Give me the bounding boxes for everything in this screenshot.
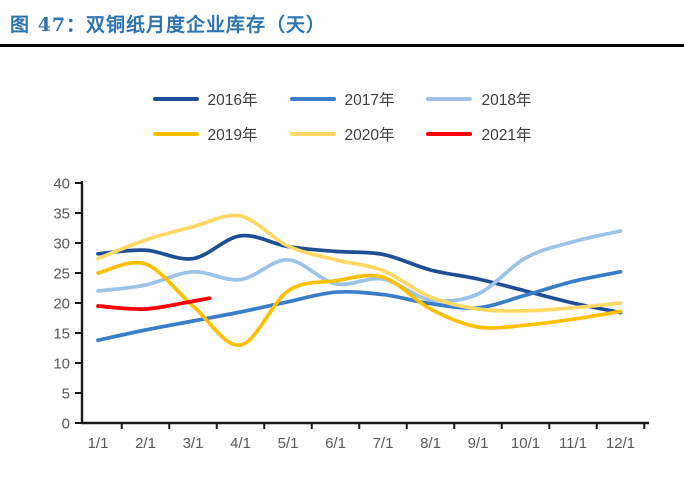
x-tick-label: 6/1 bbox=[325, 435, 346, 452]
legend-line-swatch bbox=[426, 131, 473, 137]
series-line-2020年 bbox=[96, 213, 623, 313]
x-tick-label: 2/1 bbox=[135, 435, 156, 452]
x-tick-label: 5/1 bbox=[278, 435, 299, 452]
title-underline bbox=[0, 44, 684, 47]
x-tick-label: 9/1 bbox=[468, 435, 489, 452]
x-tick-label: 8/1 bbox=[420, 435, 441, 452]
y-tick-label: 30 bbox=[53, 236, 70, 253]
x-tick-label: 4/1 bbox=[230, 435, 251, 452]
series-line-2017年 bbox=[96, 269, 623, 343]
y-tick-label: 40 bbox=[53, 176, 70, 193]
y-tick-label: 35 bbox=[53, 206, 70, 223]
legend-item-2018年: 2018年 bbox=[426, 88, 531, 110]
series-line-2019年 bbox=[96, 260, 623, 347]
legend-line-swatch bbox=[152, 131, 199, 137]
legend-label: 2021年 bbox=[481, 127, 532, 144]
x-tick-label: 10/1 bbox=[511, 435, 540, 452]
legend-item-2019年: 2019年 bbox=[152, 123, 258, 145]
y-tick-label: 10 bbox=[53, 356, 70, 373]
series-line-2018年 bbox=[96, 229, 623, 303]
chart-legend: 2016年 2017年 2018年 2019年 2020年 2021年 bbox=[0, 88, 684, 145]
x-tick-label: 12/1 bbox=[606, 435, 635, 452]
y-tick-label: 5 bbox=[62, 386, 70, 403]
y-tick-label: 0 bbox=[62, 416, 70, 433]
legend-item-2016年: 2016年 bbox=[152, 88, 258, 110]
series-line-2016年 bbox=[96, 233, 623, 315]
x-tick-label: 1/1 bbox=[88, 435, 109, 452]
y-tick-label: 15 bbox=[53, 326, 70, 343]
legend-row: 2016年 2017年 2018年 bbox=[152, 88, 531, 110]
x-tick-label: 11/1 bbox=[559, 435, 587, 452]
legend-label: 2020年 bbox=[344, 127, 395, 144]
legend-item-2021年: 2021年 bbox=[426, 123, 531, 145]
legend-label: 2017年 bbox=[344, 92, 395, 109]
legend-row: 2019年 2020年 2021年 bbox=[152, 123, 531, 145]
legend-line-swatch bbox=[289, 131, 336, 137]
legend-item-2017年: 2017年 bbox=[289, 88, 395, 110]
legend-line-swatch bbox=[426, 96, 473, 102]
legend-item-2020年: 2020年 bbox=[289, 123, 395, 145]
figure-title: 图 47：双铜纸月度企业库存（天） bbox=[10, 14, 327, 36]
legend-label: 2019年 bbox=[207, 127, 258, 144]
legend-label: 2018年 bbox=[481, 92, 532, 109]
series-line-2021年 bbox=[96, 296, 212, 311]
legend-line-swatch bbox=[289, 96, 336, 102]
y-tick-label: 20 bbox=[53, 296, 70, 313]
legend-label: 2016年 bbox=[207, 92, 258, 109]
y-tick-label: 25 bbox=[53, 266, 70, 283]
x-tick-label: 7/1 bbox=[373, 435, 394, 452]
legend-line-swatch bbox=[152, 96, 199, 102]
x-tick-label: 3/1 bbox=[183, 435, 204, 452]
